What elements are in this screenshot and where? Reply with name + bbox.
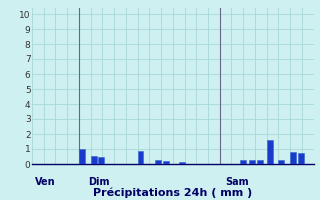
Bar [278, 160, 284, 164]
Bar [267, 140, 273, 164]
Bar [240, 160, 246, 164]
Bar [249, 160, 255, 164]
Bar [163, 161, 169, 164]
Bar [98, 157, 104, 164]
Bar [179, 162, 185, 164]
Bar [298, 153, 304, 164]
Bar [290, 152, 296, 164]
Bar [155, 160, 161, 164]
Text: Dim: Dim [88, 177, 109, 187]
Text: Sam: Sam [226, 177, 249, 187]
Bar [257, 160, 262, 164]
Text: Précipitations 24h ( mm ): Précipitations 24h ( mm ) [93, 188, 252, 198]
Text: Ven: Ven [35, 177, 56, 187]
Bar [79, 149, 85, 164]
Bar [138, 151, 143, 164]
Bar [91, 156, 97, 164]
